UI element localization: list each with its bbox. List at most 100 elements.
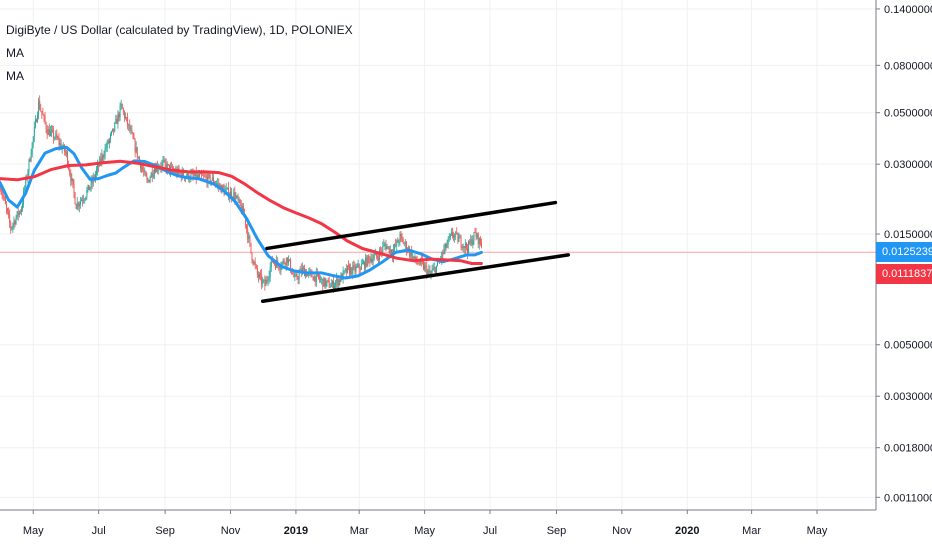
candle-body: [125, 117, 126, 118]
candle-body: [297, 274, 298, 278]
candle-body: [360, 269, 361, 270]
candle-body: [478, 233, 479, 244]
candle-body: [401, 234, 402, 236]
candle-body: [171, 166, 172, 167]
candle-body: [330, 287, 331, 288]
candle-body: [359, 264, 360, 268]
candle-body: [3, 195, 4, 197]
candle-body: [107, 141, 108, 148]
candle-body: [48, 129, 49, 135]
candle-body: [321, 279, 322, 280]
candle-body: [135, 139, 136, 151]
y-tick-label: 0.01500000: [884, 229, 932, 241]
candle-body: [320, 279, 321, 280]
candle-body: [329, 281, 330, 288]
candle-body: [144, 172, 145, 173]
candle-body: [363, 262, 364, 264]
candle-body: [442, 253, 443, 254]
y-tick-label: 0.00500000: [884, 340, 932, 352]
candle-body: [227, 188, 228, 189]
candle-body: [465, 243, 466, 248]
candle-body: [425, 266, 426, 267]
candle-body: [34, 127, 35, 137]
candle-body: [365, 257, 366, 268]
candle-body: [49, 129, 50, 136]
candle-body: [288, 259, 289, 262]
candle-body: [103, 155, 104, 158]
candle-body: [474, 232, 475, 240]
candle-body: [136, 147, 137, 152]
candle-body: [381, 251, 382, 252]
candle-body: [380, 250, 381, 251]
candle-body: [203, 176, 204, 177]
x-tick-label: May: [807, 525, 828, 537]
candle-body: [239, 200, 240, 201]
candle-body: [84, 199, 85, 200]
candle-body: [400, 234, 401, 243]
candle-body: [344, 270, 345, 271]
candle-body: [129, 124, 130, 130]
candle-body: [445, 244, 446, 250]
candle-body: [472, 241, 473, 245]
candle-body: [322, 279, 323, 287]
candle-body: [116, 119, 117, 124]
candle-body: [256, 265, 257, 267]
candle-body: [466, 243, 467, 248]
candle-body: [250, 243, 251, 253]
candle-body: [451, 232, 452, 234]
candle-body: [70, 174, 71, 181]
candle-body: [237, 196, 238, 197]
candle-body: [402, 236, 403, 239]
candle-body: [479, 238, 480, 244]
candle-body: [146, 176, 147, 180]
candle-body: [152, 173, 153, 177]
candle-body: [319, 278, 320, 280]
candle-body: [461, 237, 462, 246]
candle-body: [199, 174, 200, 177]
candle-body: [85, 197, 86, 199]
candle-body: [164, 160, 165, 161]
candle-body: [126, 117, 127, 118]
candle-body: [105, 148, 106, 156]
candle-body: [60, 143, 61, 145]
candle-body: [413, 256, 414, 258]
candle-body: [4, 197, 5, 199]
candle-body: [426, 267, 427, 276]
candle-body: [390, 250, 391, 254]
candle-body: [122, 104, 123, 109]
candle-body: [248, 236, 249, 239]
trendline-channel-upper: [267, 203, 555, 249]
candle-body: [75, 193, 76, 204]
candle-body: [260, 274, 261, 275]
candle-body: [284, 260, 285, 263]
candle-body: [418, 263, 419, 264]
candle-body: [348, 265, 349, 266]
candle-body: [464, 246, 465, 248]
indicator-label-ma-2[interactable]: MA: [6, 65, 353, 88]
candle-body: [258, 274, 259, 277]
candle-body: [10, 222, 11, 228]
candle-body: [9, 215, 10, 223]
candle-body: [109, 139, 110, 143]
candle-body: [428, 270, 429, 271]
candle-body: [219, 185, 220, 186]
candle-body: [255, 262, 256, 265]
candle-body: [82, 200, 83, 201]
candle-body: [5, 199, 6, 204]
candle-body: [335, 283, 336, 287]
candle-body: [209, 174, 210, 175]
candle-body: [436, 266, 437, 273]
candle-body: [313, 277, 314, 280]
candle-body: [145, 172, 146, 177]
candle-body: [131, 130, 132, 133]
candle-body: [367, 256, 368, 266]
candle-body: [89, 185, 90, 190]
candle-body: [35, 120, 36, 127]
candle-body: [283, 260, 284, 262]
indicator-label-ma-1[interactable]: MA: [6, 42, 353, 65]
candle-body: [47, 130, 48, 135]
candle-body: [115, 119, 116, 123]
candle-body: [153, 174, 154, 177]
candle-body: [292, 274, 293, 275]
candle-body: [73, 178, 74, 183]
